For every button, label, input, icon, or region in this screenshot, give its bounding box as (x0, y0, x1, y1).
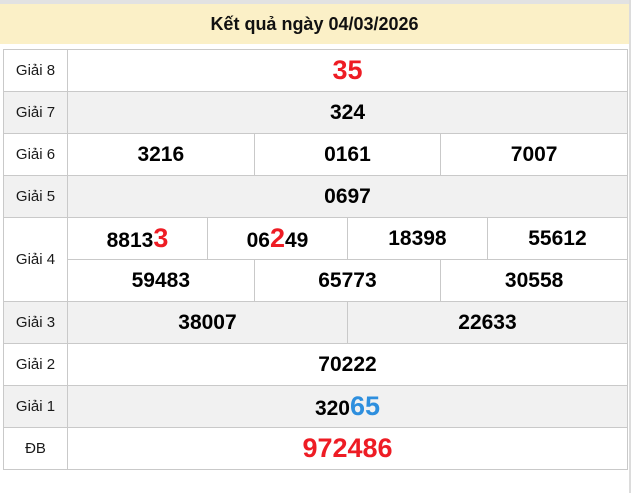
prize-label: Giải 7 (3, 91, 68, 134)
prize-label: ĐB (3, 427, 68, 470)
prize-value-cell: 0161 (253, 133, 442, 176)
prize-number-segment: 70222 (318, 353, 377, 376)
prize-number-segment: 38007 (178, 311, 237, 334)
prize-number-segment: 49 (284, 229, 309, 252)
prize-label: Giải 2 (3, 343, 68, 386)
prize-value-cell: 972486 (67, 427, 628, 470)
prize-value-cell: 0697 (67, 175, 628, 218)
prize-row: Giải 1 32065 (3, 385, 628, 428)
prize-number-segment: 3 (153, 223, 169, 253)
prize-row: ĐB 972486 (3, 427, 628, 470)
prize-row: Giải 7 324 (3, 91, 628, 134)
prize-value-cell: 3216 (67, 133, 255, 176)
prize-number-segment: 59483 (131, 269, 191, 292)
prize-number-segment: 320 (314, 397, 350, 420)
results-table: Giải 8 35 Giải 7 324 Giải 6 3216 0161 7007 Giải … (3, 49, 629, 470)
results-table-body: Giải 8 35 Giải 7 324 Giải 6 3216 0161 7007 Giải … (3, 49, 629, 470)
prize-number-segment: 972486 (302, 433, 393, 463)
prize-value-cell: 32065 (67, 385, 628, 428)
top-strip (0, 0, 629, 4)
prize-value-cell: 7007 (440, 133, 628, 176)
prize-number-segment: 3216 (137, 143, 185, 166)
prize-number-segment: 7007 (510, 143, 558, 166)
prize-number-segment: 324 (329, 101, 366, 124)
prize-value-cell: 18398 (346, 217, 488, 260)
prize-label: Giải 5 (3, 175, 68, 218)
prize-label: Giải 4 (3, 217, 68, 302)
prize-row: 59483 65773 30558 (4, 259, 628, 302)
prize-value-cell: 06249 (206, 217, 348, 260)
prize-label: Giải 6 (3, 133, 68, 176)
prize-value-cell: 30558 (440, 259, 628, 302)
prize-value-cell: 35 (67, 49, 628, 92)
prize-label: Giải 8 (3, 49, 68, 92)
prize-value-cell: 324 (67, 91, 628, 134)
prize-number-segment: 35 (332, 55, 363, 85)
prize-row: Giải 5 0697 (3, 175, 628, 218)
page-title: Kết quả ngày 04/03/2026 (210, 13, 419, 34)
prize-value-cell: 55612 (486, 217, 629, 260)
prize-number-segment: 30558 (504, 269, 564, 292)
prize-number-segment: 2 (269, 223, 285, 253)
prize-value-cell: 22633 (346, 301, 629, 344)
prize-number-segment: 8813 (106, 229, 154, 252)
prize-row: Giải 6 3216 0161 7007 (3, 133, 628, 176)
prize-row: Giải 2 70222 (3, 343, 628, 386)
prize-number-segment: 65 (350, 391, 381, 421)
prize-row: Giải 3 38007 22633 (3, 301, 629, 344)
prize-label: Giải 3 (3, 301, 68, 344)
prize-number-segment: 06 (246, 229, 270, 252)
prize-number-segment: 65773 (318, 269, 377, 292)
prize-value-cell: 88133 (67, 217, 208, 260)
prize-value-cell: 65773 (253, 259, 442, 302)
prize-row: Giải 4 88133 06249 18398 55612 (3, 217, 629, 302)
prize-row: Giải 8 35 (3, 49, 628, 92)
prize-number-segment: 55612 (528, 227, 587, 250)
prize-value-cell: 38007 (67, 301, 348, 344)
prize-number-segment: 0697 (324, 185, 371, 208)
results-header: Kết quả ngày 04/03/2026 (0, 4, 629, 44)
prize-number-segment: 0161 (324, 143, 371, 166)
prize-label: Giải 1 (3, 385, 68, 428)
prize-number-segment: 18398 (388, 227, 447, 250)
prize-value-cell: 59483 (67, 259, 255, 302)
prize-value-cell: 70222 (67, 343, 628, 386)
prize-number-segment: 22633 (458, 311, 517, 334)
